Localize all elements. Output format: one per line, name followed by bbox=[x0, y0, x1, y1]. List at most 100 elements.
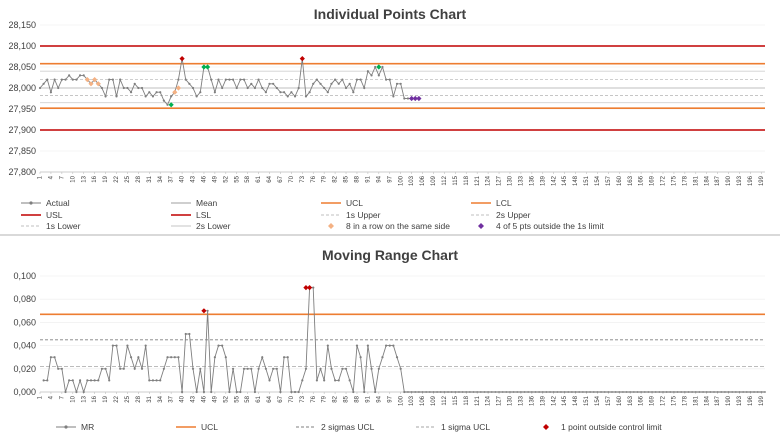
data-point bbox=[119, 78, 122, 81]
x-tick-label: 100 bbox=[398, 395, 404, 406]
x-tick-label: 151 bbox=[584, 395, 590, 406]
legend-label: 2s Lower bbox=[196, 221, 231, 231]
flag-marker bbox=[376, 64, 382, 70]
x-tick-label: 118 bbox=[464, 395, 470, 405]
data-point bbox=[46, 379, 49, 382]
data-point bbox=[57, 86, 60, 90]
data-point bbox=[49, 356, 53, 359]
data-point bbox=[104, 367, 107, 370]
x-tick-label: 193 bbox=[737, 395, 743, 406]
legend-swatch bbox=[296, 426, 316, 428]
data-point bbox=[264, 91, 267, 94]
data-point bbox=[334, 78, 337, 81]
x-tick-label: 130 bbox=[508, 395, 514, 406]
data-point bbox=[64, 390, 67, 394]
legend-item: 2 sigmas UCL bbox=[295, 422, 374, 432]
x-tick-label: 106 bbox=[420, 175, 426, 186]
x-tick-label: 187 bbox=[715, 395, 721, 406]
legend-label: 4 of 5 pts outside the 1s limit bbox=[496, 221, 604, 231]
data-point bbox=[308, 91, 311, 94]
legend-swatch bbox=[21, 213, 41, 216]
data-point bbox=[206, 309, 209, 312]
data-point bbox=[290, 390, 293, 394]
data-point bbox=[381, 356, 384, 359]
data-point bbox=[344, 367, 348, 370]
x-tick-label: 19 bbox=[103, 175, 109, 182]
x-tick-label: 166 bbox=[639, 395, 645, 406]
legend-item: Mean bbox=[170, 198, 217, 208]
data-point bbox=[64, 78, 67, 81]
x-tick-label: 154 bbox=[595, 175, 601, 186]
data-point bbox=[272, 367, 275, 370]
x-tick-label: 22 bbox=[114, 175, 120, 182]
data-point bbox=[151, 95, 155, 98]
data-point bbox=[348, 82, 351, 85]
flag-marker bbox=[299, 56, 305, 62]
data-point bbox=[195, 95, 198, 98]
data-point bbox=[279, 91, 282, 94]
data-point bbox=[82, 74, 85, 77]
data-point bbox=[304, 95, 308, 98]
data-point bbox=[75, 390, 78, 394]
x-tick-label: 31 bbox=[147, 395, 153, 402]
data-point bbox=[60, 367, 63, 370]
data-point bbox=[388, 344, 391, 347]
legend-swatch bbox=[56, 425, 76, 429]
data-point bbox=[224, 356, 227, 359]
data-point bbox=[388, 78, 391, 81]
legend-swatch bbox=[321, 214, 341, 215]
flag-marker bbox=[168, 102, 174, 108]
x-tick-label: 127 bbox=[497, 395, 503, 406]
x-tick-label: 91 bbox=[365, 395, 371, 402]
data-point bbox=[315, 379, 318, 382]
data-point bbox=[191, 367, 195, 370]
data-point bbox=[228, 390, 231, 394]
x-tick-label: 130 bbox=[508, 175, 514, 186]
x-tick-label: 52 bbox=[223, 395, 229, 402]
x-tick-label: 109 bbox=[431, 175, 437, 186]
x-tick-label: 121 bbox=[475, 175, 481, 186]
data-point bbox=[140, 86, 144, 90]
x-tick-label: 28 bbox=[136, 175, 142, 182]
data-point bbox=[188, 82, 191, 85]
x-tick-label: 184 bbox=[704, 175, 710, 186]
legend-swatch bbox=[21, 201, 41, 205]
data-point bbox=[115, 95, 118, 98]
data-point bbox=[213, 356, 216, 359]
x-tick-label: 196 bbox=[748, 175, 754, 186]
data-point bbox=[282, 91, 286, 94]
x-tick-label: 142 bbox=[551, 395, 557, 406]
flag-marker bbox=[175, 85, 182, 91]
x-tick-label: 97 bbox=[387, 175, 393, 182]
legend-item: 1 sigma UCL bbox=[415, 422, 490, 432]
x-tick-label: 172 bbox=[661, 175, 667, 186]
data-point bbox=[184, 332, 187, 336]
x-tick-label: 88 bbox=[355, 175, 361, 182]
data-point bbox=[352, 91, 355, 94]
data-point bbox=[326, 344, 329, 347]
x-tick-label: 157 bbox=[606, 395, 612, 406]
data-point bbox=[42, 82, 45, 85]
data-point bbox=[385, 344, 388, 347]
data-point bbox=[53, 356, 56, 359]
x-tick-label: 151 bbox=[584, 175, 590, 186]
legend-label: Actual bbox=[46, 198, 70, 208]
data-point bbox=[337, 82, 340, 85]
data-point bbox=[282, 356, 286, 359]
data-point bbox=[71, 78, 74, 81]
x-tick-label: 145 bbox=[562, 395, 568, 406]
x-tick-label: 70 bbox=[289, 175, 295, 182]
legend-item: USL bbox=[20, 210, 63, 220]
legend-item: 4 of 5 pts outside the 1s limit bbox=[470, 221, 604, 231]
y-tick-label: 0,060 bbox=[13, 317, 36, 327]
x-tick-label: 97 bbox=[387, 395, 393, 402]
legend-swatch bbox=[171, 225, 191, 227]
data-point bbox=[104, 95, 107, 98]
legend-swatch bbox=[471, 202, 491, 204]
legend-label: UCL bbox=[346, 198, 364, 208]
y-tick-label: 28,050 bbox=[8, 62, 36, 72]
data-point bbox=[312, 286, 315, 289]
data-point bbox=[129, 356, 133, 359]
legend-swatch bbox=[478, 223, 484, 229]
data-point bbox=[286, 356, 289, 359]
